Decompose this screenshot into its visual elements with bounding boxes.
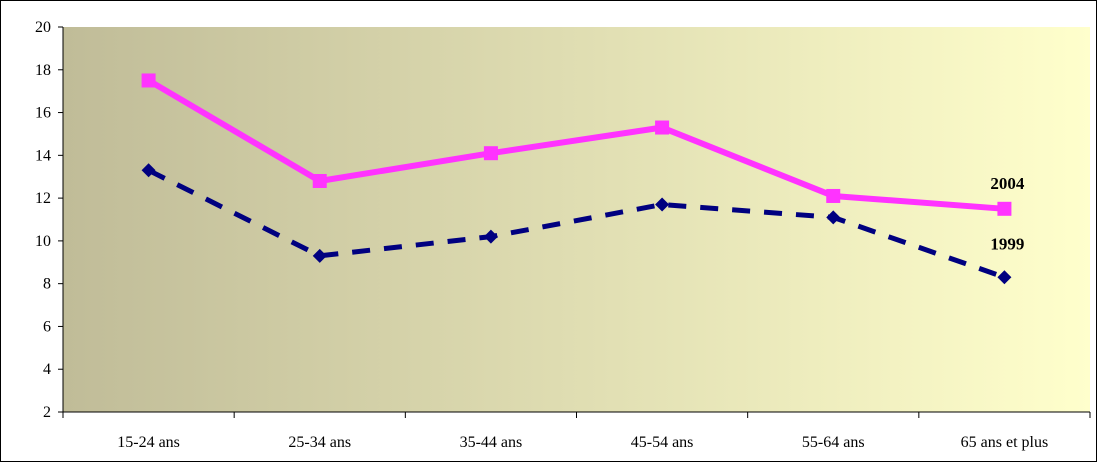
series-line-2004: [147, 77, 1005, 212]
x-tick-label: 55-64 ans: [802, 434, 865, 451]
y-tick-label: 14: [35, 147, 51, 164]
marker-2004: [141, 73, 156, 88]
marker-2004: [826, 188, 841, 203]
marker-1999: [997, 270, 1012, 285]
x-tick-label: 15-24 ans: [117, 434, 180, 451]
y-tick-label: 8: [43, 276, 51, 293]
x-tick-label: 25-34 ans: [288, 434, 351, 451]
marker-2004: [997, 201, 1012, 216]
x-tick-label: 35-44 ans: [460, 434, 523, 451]
marker-1999: [655, 197, 670, 212]
x-tick-label: 65 ans et plus: [961, 434, 1049, 451]
marker-2004: [655, 120, 670, 135]
series-layer: [141, 73, 1012, 285]
marker-2004: [312, 174, 327, 188]
marker-1999: [141, 163, 156, 178]
series-label-2004: 2004: [990, 174, 1025, 193]
y-tick-label: 16: [35, 105, 51, 122]
y-tick-label: 20: [35, 19, 51, 36]
x-tick-label: 45-54 ans: [631, 434, 694, 451]
y-tick-label: 10: [35, 233, 51, 250]
y-tick-label: 2: [43, 404, 51, 421]
y-tick-label: 6: [43, 318, 51, 335]
marker-1999: [826, 210, 841, 225]
series-line-1999: [147, 168, 1006, 280]
marker-2004: [483, 146, 498, 161]
marker-1999: [483, 229, 498, 244]
marker-1999: [312, 248, 327, 263]
y-tick-label: 18: [35, 62, 51, 79]
axes: 2 4 6 8 10 12 14 16 18 20 15-24 ans 25-34 ans 35-44 …: [35, 19, 1091, 451]
y-tick-label: 12: [35, 190, 51, 207]
labels-layer: 2004 1999: [990, 174, 1025, 253]
y-tick-label: 4: [43, 361, 51, 378]
series-label-1999: 1999: [990, 234, 1024, 253]
